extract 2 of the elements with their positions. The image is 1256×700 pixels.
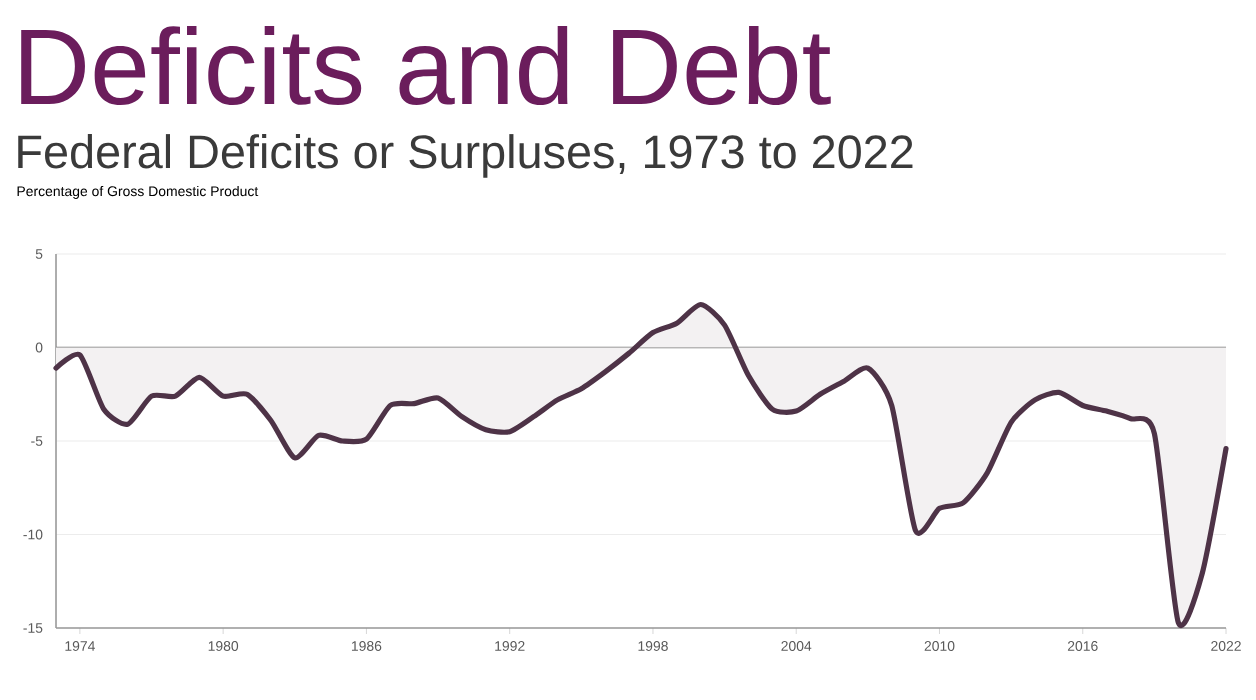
- chart-title: Deficits and Debt: [21, 26, 831, 106]
- chart-subtitle: Federal Deficits or Surpluses, 1973 to 2022: [18, 134, 913, 178]
